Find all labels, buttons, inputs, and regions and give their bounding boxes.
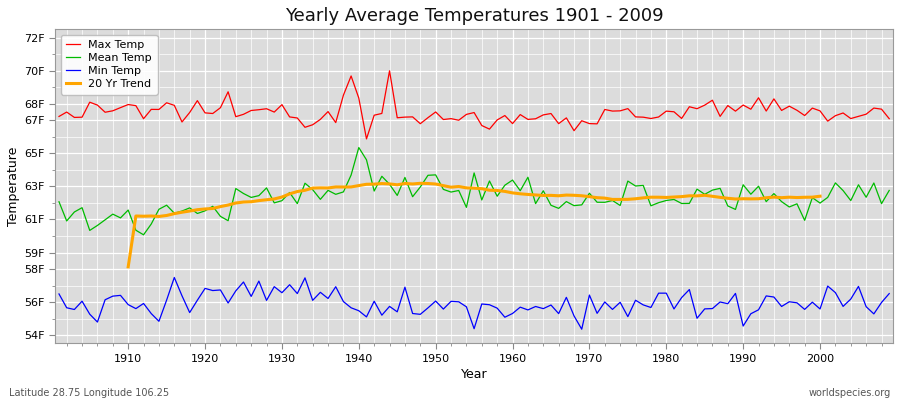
Min Temp — [292, 291, 302, 296]
Min Temp — [115, 293, 126, 298]
Line: Max Temp: Max Temp — [59, 71, 889, 139]
20 Yr Trend — [207, 206, 218, 211]
Text: Latitude 28.75 Longitude 106.25: Latitude 28.75 Longitude 106.25 — [9, 388, 169, 398]
Max Temp — [884, 116, 895, 121]
20 Yr Trend — [122, 264, 133, 269]
Max Temp — [54, 114, 65, 119]
Text: worldspecies.org: worldspecies.org — [809, 388, 891, 398]
Min Temp — [338, 299, 349, 304]
Max Temp — [515, 112, 526, 117]
Min Temp — [515, 305, 526, 310]
Max Temp — [523, 117, 534, 122]
Max Temp — [384, 68, 395, 73]
Line: 20 Yr Trend: 20 Yr Trend — [128, 183, 820, 267]
Max Temp — [615, 108, 626, 113]
Mean Temp — [54, 199, 65, 204]
20 Yr Trend — [799, 195, 810, 200]
Line: Mean Temp: Mean Temp — [59, 148, 889, 235]
Max Temp — [115, 105, 126, 110]
Mean Temp — [115, 216, 126, 220]
Min Temp — [884, 291, 895, 296]
20 Yr Trend — [715, 195, 725, 200]
Mean Temp — [523, 175, 534, 180]
Mean Temp — [515, 188, 526, 193]
Line: Min Temp: Min Temp — [59, 278, 889, 329]
Mean Temp — [615, 203, 626, 208]
Y-axis label: Temperature: Temperature — [7, 147, 20, 226]
Mean Temp — [354, 145, 364, 150]
20 Yr Trend — [300, 188, 310, 193]
Min Temp — [169, 275, 180, 280]
Mean Temp — [884, 188, 895, 193]
20 Yr Trend — [807, 195, 818, 200]
Min Temp — [615, 300, 626, 305]
Mean Temp — [338, 190, 349, 194]
Title: Yearly Average Temperatures 1901 - 2009: Yearly Average Temperatures 1901 - 2009 — [284, 7, 663, 25]
Legend: Max Temp, Mean Temp, Min Temp, 20 Yr Trend: Max Temp, Mean Temp, Min Temp, 20 Yr Tre… — [60, 35, 158, 95]
Mean Temp — [292, 201, 302, 206]
X-axis label: Year: Year — [461, 368, 488, 381]
Min Temp — [507, 311, 517, 316]
Max Temp — [284, 114, 295, 119]
Min Temp — [576, 327, 587, 332]
20 Yr Trend — [284, 192, 295, 196]
Max Temp — [330, 120, 341, 125]
20 Yr Trend — [814, 194, 825, 199]
Max Temp — [361, 136, 372, 141]
Min Temp — [54, 292, 65, 296]
20 Yr Trend — [415, 181, 426, 186]
Mean Temp — [139, 232, 149, 237]
